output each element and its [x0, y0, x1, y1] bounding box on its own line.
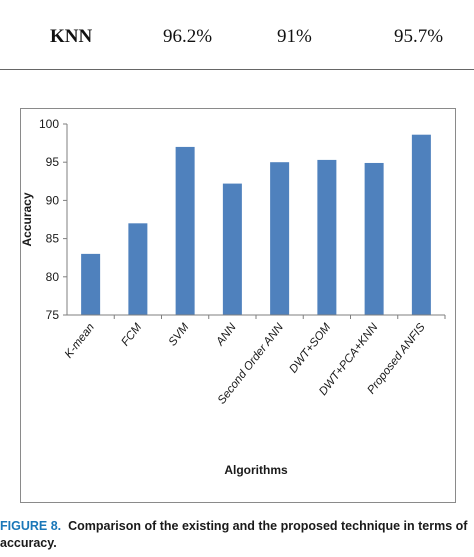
table-cell-value-2: 91% [277, 26, 312, 47]
caption-text: Comparison of the existing and the propo… [0, 519, 468, 550]
x-tick-label: ANN [214, 321, 239, 349]
figure-label: FIGURE 8. [0, 519, 62, 533]
bar [222, 183, 242, 315]
y-tick-label: 75 [46, 308, 60, 322]
table-fragment: KNN 96.2% 91% 95.7% [0, 0, 474, 70]
x-tick-label: SVM [167, 321, 192, 348]
figure-caption: FIGURE 8. Comparison of the existing and… [0, 518, 474, 552]
y-axis-ticks: 75 80 85 90 95 100 [39, 117, 67, 322]
table-cell-method: KNN [50, 26, 93, 47]
chart-frame: 75 80 85 90 95 100 K-mean FCM SVM ANN Second Orde… [20, 108, 456, 503]
y-tick-label: 85 [46, 232, 60, 246]
bar [270, 162, 290, 315]
table-row: KNN 96.2% 91% 95.7% [0, 12, 474, 52]
y-axis-label: Accuracy [21, 192, 34, 246]
y-tick-label: 100 [39, 117, 59, 131]
y-tick-label: 80 [46, 270, 60, 284]
table-cell-value-1: 96.2% [163, 26, 213, 47]
x-tick-label: K-mean [63, 321, 97, 360]
bar [128, 223, 148, 315]
x-tick-label: FCM [119, 321, 144, 348]
y-tick-label: 90 [46, 193, 60, 207]
bar [81, 253, 101, 315]
x-tick-label: DWT+SOM [287, 321, 333, 375]
bar [175, 146, 195, 315]
table-cell-value-3: 95.7% [394, 26, 444, 47]
y-tick-label: 95 [46, 155, 60, 169]
bars [81, 134, 431, 315]
bar [317, 159, 337, 315]
x-axis-label: Algorithms [224, 463, 288, 477]
table-bottom-rule [0, 69, 474, 70]
bar [411, 134, 431, 315]
bar [364, 162, 384, 315]
